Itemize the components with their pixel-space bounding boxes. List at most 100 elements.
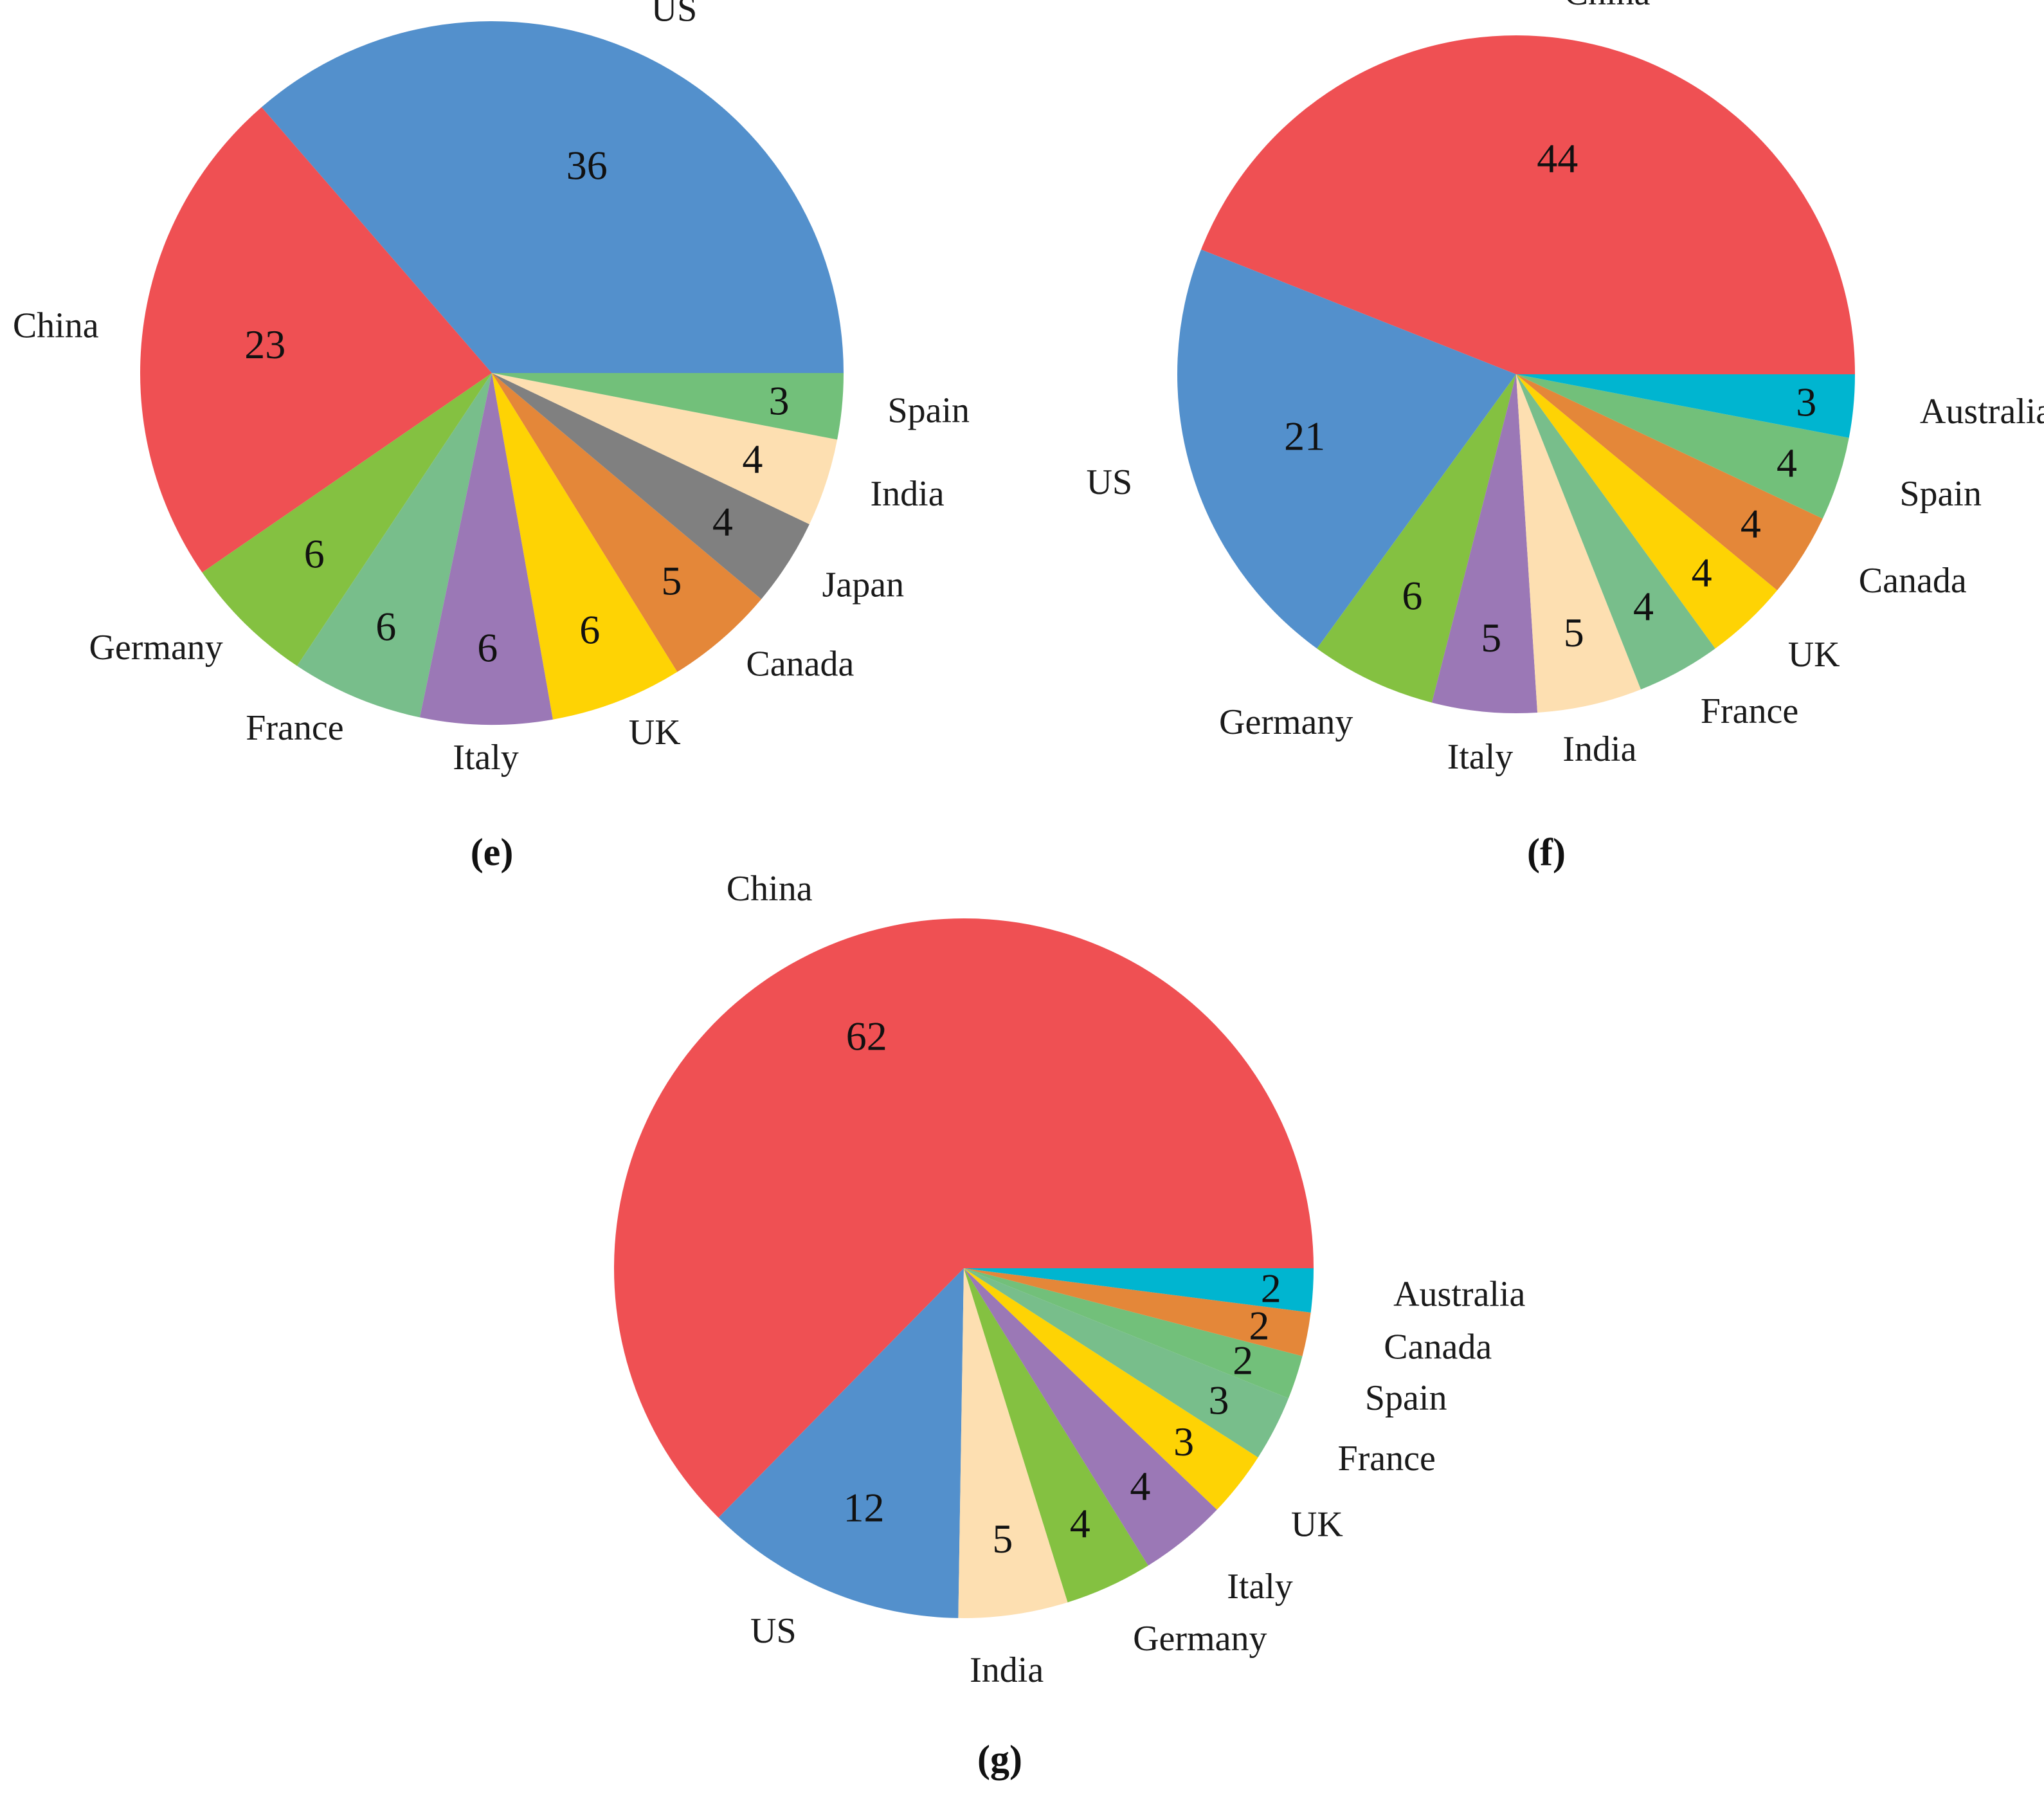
value-label-australia: 2 [1261,1265,1281,1311]
pie-slice-canada [1516,374,1823,590]
category-label-spain: Spain [888,391,970,431]
category-label-uk: UK [629,713,681,752]
pie-slice-australia [964,1268,1314,1313]
category-label-canada: Canada [746,644,854,684]
pie-f-slices [1177,35,1855,713]
pie-e-slices [140,21,844,725]
pie-slice-india [492,373,838,525]
category-label-france: France [246,708,343,748]
category-label-china: China [727,869,813,909]
pie-slice-germany [1317,374,1516,703]
value-label-us: 21 [1284,414,1325,459]
value-label-us: 12 [844,1484,885,1530]
pie-slice-italy [419,373,553,725]
value-label-canada: 2 [1249,1303,1269,1349]
pie-slice-uk [1516,374,1778,649]
value-label-spain: 2 [1233,1338,1253,1383]
category-label-japan: Japan [822,565,905,605]
category-label-australia: Australia [1920,392,2044,432]
category-label-us: US [651,0,698,30]
pie-slice-spain [492,373,844,440]
value-label-france: 6 [375,604,396,650]
value-label-spain: 4 [1777,440,1797,486]
category-label-italy: Italy [1227,1567,1293,1607]
category-label-china: China [1564,0,1651,13]
category-label-spain: Spain [1365,1378,1447,1418]
value-label-france: 3 [1209,1377,1229,1423]
pie-slice-japan [492,373,809,599]
value-label-india: 4 [742,436,763,482]
category-label-us: US [750,1611,797,1651]
value-label-india: 5 [1564,610,1584,655]
pie-g-category-labels: China US India Germany Italy UK France Spain Can… [727,869,1526,1690]
category-label-india: India [1562,729,1636,769]
value-label-germany: 6 [304,531,325,577]
value-label-china: 44 [1537,136,1578,181]
value-label-canada: 5 [661,558,682,603]
pie-slice-china [140,107,492,573]
pie-g-slices [613,918,1314,1618]
category-label-italy: Italy [1447,737,1514,777]
value-label-germany: 4 [1070,1500,1090,1546]
value-label-spain: 3 [769,378,790,424]
value-label-uk: 4 [1692,549,1712,595]
value-label-china: 62 [846,1014,887,1059]
value-label-uk: 6 [579,607,600,653]
pie-slice-us [1177,250,1516,649]
value-label-france: 4 [1633,583,1654,629]
pie-slice-china [613,918,1314,1518]
category-label-france: France [1338,1439,1436,1479]
value-label-india: 5 [992,1516,1013,1562]
pie-slice-spain [964,1268,1303,1399]
value-label-uk: 3 [1173,1419,1194,1464]
pie-slice-italy [1431,374,1538,713]
pie-e-category-labels: US China Germany France Italy UK Canada Japan In… [13,0,970,778]
category-label-australia: Australia [1393,1275,1525,1315]
panel-label-g: (g) [977,1738,1022,1780]
value-label-japan: 4 [712,499,733,545]
pie-slice-france [964,1268,1289,1458]
pie-slice-us [261,21,844,373]
category-label-germany: Germany [1219,702,1353,742]
pie-slice-germany [964,1268,1148,1603]
panel-label-f: (f) [1527,831,1566,873]
category-label-india: India [871,474,945,514]
pie-slice-china [1201,35,1855,374]
value-label-italy: 6 [477,625,498,671]
pie-slice-france [1516,374,1715,689]
value-label-us: 36 [566,143,608,188]
category-label-germany: Germany [89,628,222,668]
pie-slice-spain [1516,374,1849,519]
value-label-italy: 4 [1130,1463,1150,1509]
pie-slice-germany [202,373,492,666]
category-label-uk: UK [1788,635,1840,675]
pie-slice-canada [492,373,762,672]
category-label-italy: Italy [453,738,519,778]
category-label-canada: Canada [1859,561,1967,601]
category-label-canada: Canada [1384,1327,1492,1367]
pie-slice-australia [1516,374,1855,438]
category-label-india: India [970,1650,1044,1690]
value-label-italy: 5 [1481,615,1501,661]
pie-slice-us [718,1268,964,1618]
pie-slice-italy [964,1268,1217,1566]
value-label-australia: 3 [1796,379,1816,425]
pie-f-category-labels: China US Germany Italy India France UK Canada Sp… [1087,0,2044,777]
pie-slice-uk [964,1268,1258,1510]
value-label-germany: 6 [1402,572,1422,618]
category-label-spain: Spain [1899,474,1982,514]
panel-label-e: (e) [471,831,514,873]
pie-slice-canada [964,1268,1311,1356]
pie-slice-france [297,373,492,718]
category-label-uk: UK [1291,1505,1343,1545]
category-label-us: US [1087,462,1133,502]
value-label-china: 23 [244,322,285,367]
pie-slice-india [958,1268,1068,1618]
